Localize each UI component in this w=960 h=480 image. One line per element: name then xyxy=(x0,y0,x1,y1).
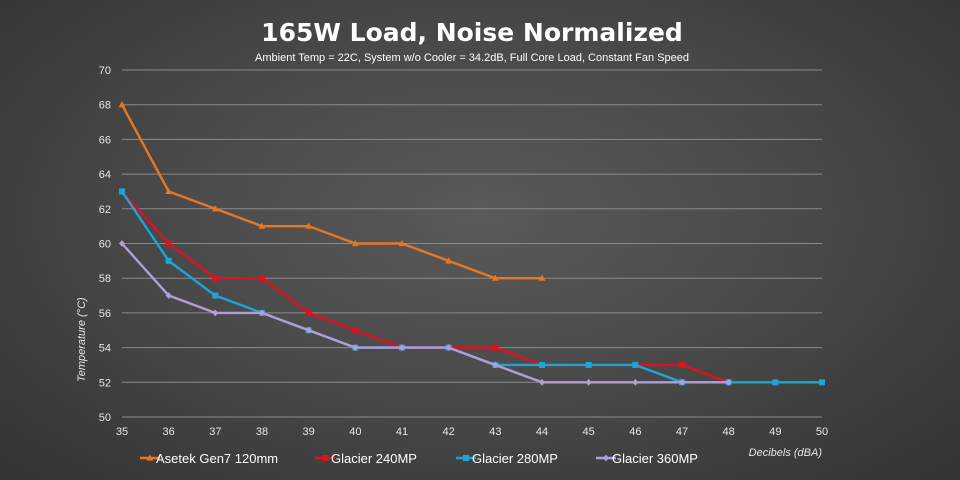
x-tick-label: 43 xyxy=(489,426,501,438)
y-tick-label: 66 xyxy=(99,134,111,146)
y-tick-label: 64 xyxy=(99,169,111,181)
data-point xyxy=(165,292,172,299)
y-tick-label: 62 xyxy=(99,204,111,216)
data-point xyxy=(539,361,545,368)
series-line xyxy=(121,190,730,384)
legend-item-glacier-240mp: Glacier 240MP xyxy=(315,451,417,466)
data-point xyxy=(538,274,546,281)
x-tick-label: 48 xyxy=(723,426,735,438)
legend-item-glacier-280mp: Glacier 280MP xyxy=(456,451,558,466)
data-point xyxy=(632,378,639,386)
y-tick-label: 68 xyxy=(99,100,111,112)
series-line xyxy=(121,190,822,384)
y-tick-label: 54 xyxy=(99,343,111,355)
data-point xyxy=(305,222,313,229)
legend-label: Asetek Gen7 120mm xyxy=(156,451,278,466)
x-tick-label: 49 xyxy=(769,426,781,438)
x-tick-label: 36 xyxy=(163,426,175,438)
data-point xyxy=(398,239,406,247)
x-tick-label: 38 xyxy=(256,426,268,438)
data-point xyxy=(491,274,499,281)
legend-label: Glacier 240MP xyxy=(331,451,417,466)
y-tick-label: 58 xyxy=(99,273,111,285)
data-point xyxy=(725,378,732,386)
chart-title: 165W Load, Noise Normalized xyxy=(261,18,683,47)
data-point xyxy=(119,240,125,247)
x-tick-label: 47 xyxy=(676,426,688,438)
legend: Asetek Gen7 120mm Glacier 240MP Glacier 28… xyxy=(140,451,698,466)
data-point xyxy=(259,275,265,282)
y-axis-label: Temperature (°C) xyxy=(76,297,88,382)
data-point xyxy=(212,309,219,317)
legend-label: Glacier 280MP xyxy=(472,451,558,466)
data-point xyxy=(211,205,219,212)
data-point xyxy=(305,309,312,316)
legend-label: Glacier 360MP xyxy=(612,451,698,466)
x-tick-label: 50 xyxy=(816,426,828,438)
y-tick-labels: 50 52 54 56 58 60 62 64 66 68 70 xyxy=(99,65,111,424)
data-point xyxy=(632,361,639,368)
y-tick-label: 70 xyxy=(99,65,111,77)
data-point xyxy=(445,344,452,351)
data-point xyxy=(772,379,779,386)
x-tick-labels: 35 36 37 38 39 40 41 42 43 44 45 46 47 48 49 50 xyxy=(116,426,828,438)
x-tick-label: 44 xyxy=(536,426,548,438)
data-point xyxy=(119,188,125,195)
data-point xyxy=(165,187,173,195)
data-point xyxy=(679,378,685,386)
data-point xyxy=(399,344,405,351)
x-tick-label: 40 xyxy=(349,426,361,438)
series-glacier-240mp xyxy=(119,188,732,386)
y-tick-label: 52 xyxy=(99,377,111,389)
data-point xyxy=(585,361,592,368)
data-point xyxy=(305,326,312,334)
data-point xyxy=(445,257,453,264)
data-point xyxy=(118,101,126,108)
data-point xyxy=(212,292,219,299)
x-tick-label: 42 xyxy=(443,426,455,438)
data-point xyxy=(352,344,359,351)
legend-swatch-marker xyxy=(463,455,469,461)
series-line xyxy=(120,104,542,280)
series-glacier-360mp xyxy=(119,240,732,386)
legend-swatch-marker xyxy=(146,454,154,461)
legend-item-glacier-360mp: Glacier 360MP xyxy=(596,451,698,466)
x-tick-label: 46 xyxy=(629,426,641,438)
y-tick-label: 60 xyxy=(99,239,111,251)
data-point xyxy=(585,378,592,386)
data-point xyxy=(258,222,266,229)
data-point xyxy=(212,275,219,282)
x-tick-label: 35 xyxy=(116,426,128,438)
y-tick-label: 56 xyxy=(99,308,111,320)
data-point xyxy=(679,361,685,368)
data-point xyxy=(819,379,825,386)
x-tick-label: 45 xyxy=(583,426,595,438)
legend-item-asetek-gen7-120mm: Asetek Gen7 120mm xyxy=(140,451,278,466)
x-tick-label: 37 xyxy=(209,426,221,438)
chart-subtitle: Ambient Temp = 22C, System w/o Cooler = … xyxy=(255,52,689,64)
data-point xyxy=(492,361,499,369)
data-point xyxy=(165,240,172,247)
legend-swatch-marker xyxy=(603,454,609,462)
data-point xyxy=(492,344,499,351)
series-line xyxy=(121,242,729,384)
x-tick-label: 39 xyxy=(303,426,315,438)
legend-swatch-marker xyxy=(322,455,328,461)
data-point xyxy=(259,309,265,317)
data-point xyxy=(352,327,359,334)
data-point xyxy=(539,378,545,386)
series-asetek-gen7-120mm xyxy=(118,101,546,281)
series-lines xyxy=(118,101,825,386)
x-tick-label: 41 xyxy=(396,426,408,438)
x-axis-label: Decibels (dBA) xyxy=(749,447,823,459)
gridlines xyxy=(122,69,822,418)
data-point xyxy=(351,239,359,247)
y-tick-label: 50 xyxy=(99,412,111,424)
data-point xyxy=(165,257,172,264)
